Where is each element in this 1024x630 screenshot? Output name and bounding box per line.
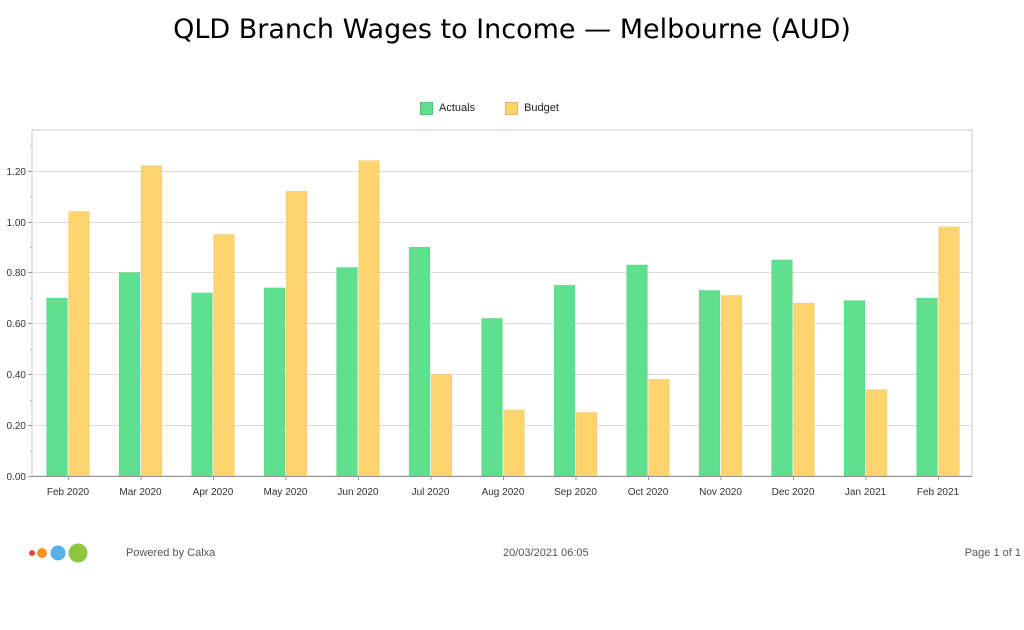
- x-tick-label: Jan 2021: [845, 487, 887, 498]
- logo-dot-green: [68, 543, 88, 563]
- bar-budget-jun-2020: [358, 160, 380, 477]
- x-tick-label: Aug 2020: [482, 487, 525, 498]
- bar-actuals-jan-2021: [843, 300, 866, 477]
- bar-actuals-feb-2021: [916, 297, 938, 477]
- legend-label-actuals: Actuals: [439, 102, 476, 114]
- bar-budget-may-2020: [285, 190, 308, 477]
- y-tick-label: 0.00: [7, 472, 27, 483]
- report-timestamp: 20/03/2021 06:05: [503, 547, 589, 559]
- y-tick-label: 0.80: [7, 268, 27, 279]
- x-tick-label: Jun 2020: [337, 487, 379, 498]
- bar-actuals-jul-2020: [408, 246, 431, 477]
- x-tick-label: Dec 2020: [772, 487, 815, 498]
- bar-budget-jul-2020: [430, 373, 453, 477]
- bar-budget-oct-2020: [648, 379, 670, 477]
- bar-actuals-dec-2020: [771, 259, 793, 477]
- x-tick-label: Feb 2021: [917, 487, 960, 498]
- bar-actuals-apr-2020: [191, 292, 213, 477]
- x-tick-label: Sep 2020: [554, 487, 597, 498]
- y-tick-label: 0.20: [7, 421, 27, 432]
- page-number: Page 1 of 1: [964, 547, 1021, 559]
- y-tick-label: 0.60: [7, 319, 27, 330]
- legend-item-budget: Budget: [505, 101, 559, 115]
- x-tick-label: Feb 2020: [47, 487, 90, 498]
- bar-actuals-aug-2020: [481, 318, 503, 477]
- bar-actuals-may-2020: [263, 287, 286, 477]
- x-tick-label: Jul 2020: [412, 487, 450, 498]
- bar-budget-sep-2020: [575, 412, 598, 477]
- powered-by-text: Powered by Calxa: [126, 547, 216, 559]
- x-tick-label: Apr 2020: [193, 487, 234, 498]
- bar-actuals-sep-2020: [553, 284, 576, 477]
- x-tick-label: Mar 2020: [119, 487, 162, 498]
- bar-actuals-jun-2020: [336, 267, 358, 477]
- legend-swatch-budget: [505, 101, 519, 115]
- x-tick-label: May 2020: [264, 487, 308, 498]
- bar-budget-nov-2020: [720, 295, 743, 477]
- y-tick-label: 1.00: [7, 218, 27, 229]
- bar-budget-dec-2020: [793, 302, 815, 477]
- logo-dot-red: [29, 550, 35, 556]
- calxa-logo-icon: [29, 543, 88, 563]
- logo-dot-orange: [37, 548, 47, 558]
- chart-legend: Actuals Budget: [420, 100, 589, 116]
- bar-chart: 0.00 0.20 0.40 0.60 0.80 1.00 1.20 Feb 2020 Mar …: [7, 129, 973, 498]
- bar-budget-feb-2021: [938, 226, 960, 477]
- x-tick-label: Nov 2020: [699, 487, 742, 498]
- bar-budget-aug-2020: [503, 409, 525, 477]
- bar-actuals-feb-2020: [46, 297, 68, 477]
- bar-budget-jan-2021: [865, 389, 888, 477]
- bar-actuals-oct-2020: [626, 264, 648, 477]
- bar-budget-mar-2020: [140, 165, 163, 477]
- bar-budget-feb-2020: [68, 211, 90, 477]
- bar-budget-apr-2020: [213, 234, 235, 477]
- legend-swatch-actuals: [420, 101, 433, 115]
- y-tick-label: 0.40: [7, 370, 27, 381]
- y-tick-label: 1.20: [7, 167, 27, 178]
- legend-item-actuals: Actuals: [420, 101, 476, 115]
- bar-actuals-nov-2020: [698, 290, 721, 477]
- bar-actuals-mar-2020: [118, 272, 141, 477]
- logo-dot-blue: [50, 545, 66, 561]
- chart-title: QLD Branch Wages to Income — Melbourne (…: [173, 14, 851, 45]
- legend-label-budget: Budget: [524, 102, 559, 114]
- x-tick-label: Oct 2020: [628, 487, 669, 498]
